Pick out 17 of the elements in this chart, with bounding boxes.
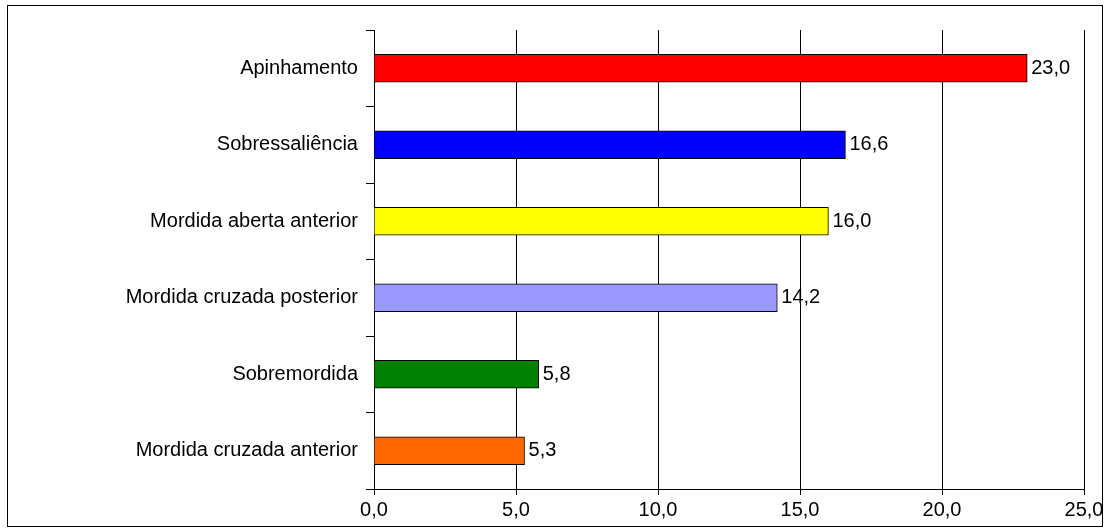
y-tick-label: Mordida cruzada anterior bbox=[135, 438, 359, 461]
x-tick-label: 10,0 bbox=[638, 497, 678, 520]
data-label: 23,0 bbox=[1031, 55, 1071, 78]
y-tick-label: Sobremordida bbox=[232, 361, 359, 384]
y-tick-label: Mordida aberta anterior bbox=[150, 208, 359, 231]
data-label: 16,0 bbox=[832, 208, 872, 231]
x-tick-label: 25,0 bbox=[1064, 497, 1104, 520]
y-tick-label: Sobressaliência bbox=[216, 132, 359, 155]
data-label: 5,8 bbox=[542, 361, 571, 384]
data-label: 5,3 bbox=[528, 438, 557, 461]
x-tick-label: 15,0 bbox=[780, 497, 820, 520]
data-label: 16,6 bbox=[849, 132, 889, 155]
x-tick-label: 0,0 bbox=[360, 497, 388, 520]
y-tick-label: Mordida cruzada posterior bbox=[125, 285, 359, 308]
x-tick-label: 20,0 bbox=[922, 497, 962, 520]
y-tick-label: Apinhamento bbox=[240, 55, 358, 78]
x-tick-label: 5,0 bbox=[502, 497, 530, 520]
